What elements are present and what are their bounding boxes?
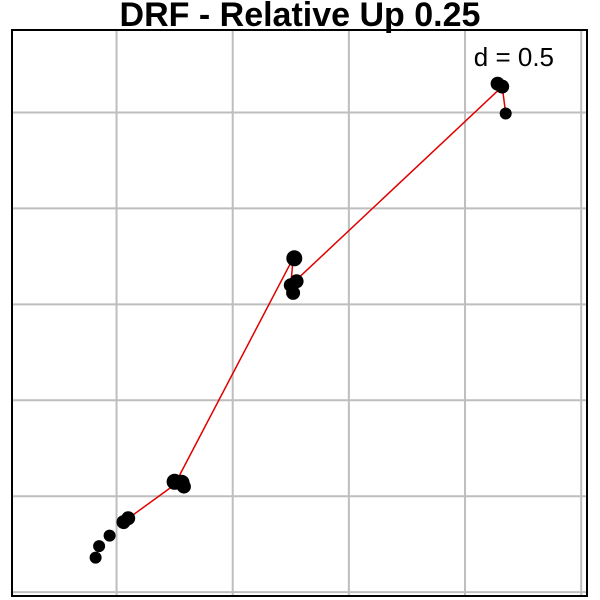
data-point-7 <box>176 479 191 494</box>
plot-frame <box>11 29 588 597</box>
grid <box>12 30 587 596</box>
data-point-13 <box>495 79 510 94</box>
points <box>89 76 512 564</box>
data-point-4 <box>121 511 136 526</box>
data-point-1 <box>93 540 106 553</box>
data-point-0 <box>89 551 102 564</box>
data-point-14 <box>499 107 512 120</box>
chart-title: DRF - Relative Up 0.25 <box>120 0 481 34</box>
chart-annotation: d = 0.5 <box>474 42 554 72</box>
data-point-11 <box>286 285 301 300</box>
data-point-2 <box>103 529 116 542</box>
data-point-8 <box>286 250 303 267</box>
